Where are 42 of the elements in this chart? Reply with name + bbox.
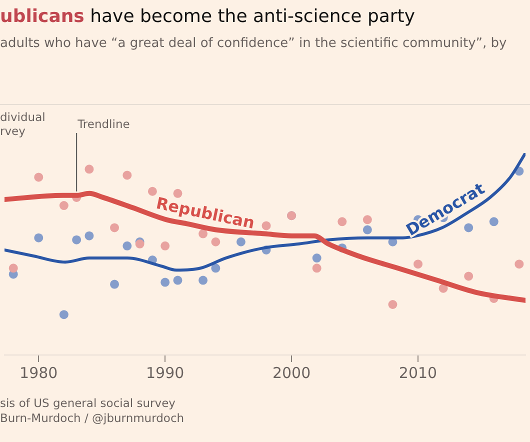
point xyxy=(84,164,94,174)
text: dividual rvey xyxy=(0,110,46,138)
x-tick-label: 1990 xyxy=(146,364,184,382)
point xyxy=(8,264,18,273)
annotation: Trendline xyxy=(76,117,130,132)
point xyxy=(34,233,44,242)
point xyxy=(414,260,423,269)
point xyxy=(34,172,44,182)
point xyxy=(362,215,372,224)
point xyxy=(312,264,322,273)
point xyxy=(312,254,322,263)
chart-title: ublicans have become the anti-science party xyxy=(0,6,416,27)
point xyxy=(160,278,170,287)
point xyxy=(198,276,208,285)
text: Burn-Murdoch / @jburnmurdoch xyxy=(0,411,184,425)
point xyxy=(59,201,68,210)
point xyxy=(338,217,347,226)
point xyxy=(198,229,208,238)
point xyxy=(362,225,372,234)
point xyxy=(211,237,220,246)
point xyxy=(514,260,524,269)
x-tick-label: 2010 xyxy=(398,364,438,382)
point xyxy=(110,223,120,232)
point xyxy=(211,264,220,273)
point xyxy=(160,241,170,250)
point xyxy=(464,272,474,281)
x-tick-label: 2000 xyxy=(272,364,311,382)
point xyxy=(388,300,398,309)
point xyxy=(72,235,82,244)
point xyxy=(84,231,94,240)
point xyxy=(110,280,120,289)
point xyxy=(236,237,246,246)
point xyxy=(173,276,182,285)
x-tick-label: 1980 xyxy=(20,364,58,382)
point xyxy=(262,221,271,230)
point xyxy=(122,170,132,180)
text: sis of US general social survey xyxy=(0,396,176,410)
point xyxy=(59,310,68,320)
chart-subtitle: adults who have “a great deal of confidence” in the scientific community”, by xyxy=(0,36,507,51)
point xyxy=(489,217,498,226)
point xyxy=(122,241,132,250)
point xyxy=(148,186,157,196)
